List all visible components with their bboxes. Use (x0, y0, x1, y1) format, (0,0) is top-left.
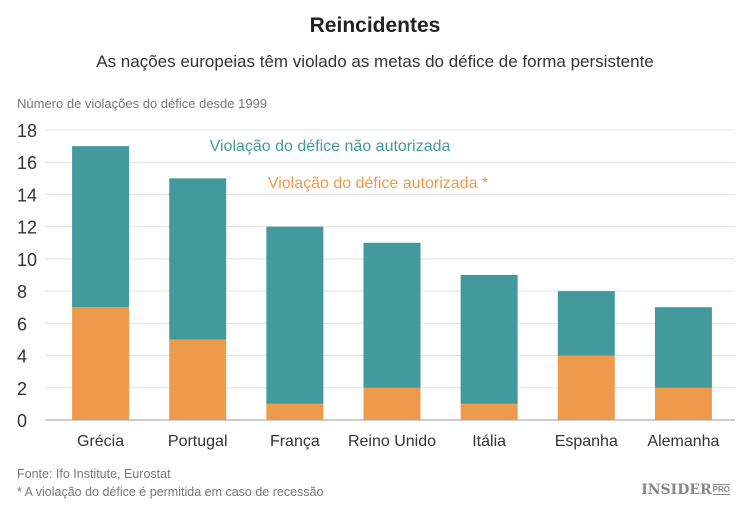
legend-unauthorized: Violação do défice não autorizada (210, 138, 451, 155)
x-tick-label: Itália (472, 433, 506, 450)
bar-authorized (72, 307, 130, 420)
bar-authorized (557, 355, 615, 420)
y-tick-label: 4 (17, 347, 27, 367)
chart-subtitle: As nações europeias têm violado as metas… (96, 52, 654, 71)
y-tick-label: 14 (17, 185, 37, 205)
bar-unauthorized (169, 178, 227, 340)
bar-unauthorized (460, 275, 518, 404)
bar-unauthorized (654, 307, 712, 388)
bar-authorized (460, 403, 518, 420)
x-tick-label: Alemanha (647, 433, 719, 450)
y-tick-label: 16 (17, 153, 37, 173)
bar-unauthorized (363, 242, 421, 388)
y-tick-label: 2 (17, 379, 27, 399)
y-tick-label: 18 (17, 121, 37, 141)
bar-authorized (169, 339, 227, 420)
y-tick-label: 10 (17, 250, 37, 270)
bar-unauthorized (557, 291, 615, 356)
x-tick-label: Reino Unido (348, 433, 436, 450)
source-note: Fonte: Ifo Institute, Eurostat (17, 467, 171, 481)
x-tick-label: França (270, 433, 320, 450)
insider-pro-logo: INSIDERPRO (641, 482, 730, 498)
logo-suffix: PRO (712, 484, 730, 495)
bar-authorized (654, 387, 712, 420)
chart-title: Reincidentes (309, 14, 441, 37)
x-tick-label: Grécia (77, 433, 124, 450)
legend-authorized: Violação do défice autorizada * (268, 175, 488, 192)
y-tick-label: 8 (17, 282, 27, 302)
bar-authorized (363, 387, 421, 420)
bar-unauthorized (266, 226, 324, 404)
logo-text: INSIDER (641, 482, 712, 498)
y-tick-label: 0 (17, 411, 27, 431)
y-tick-label: 12 (17, 218, 37, 238)
bar-authorized (266, 403, 324, 420)
y-tick-label: 6 (17, 314, 27, 334)
x-tick-label: Espanha (555, 433, 618, 450)
y-axis-label: Número de violações do défice desde 1999 (17, 96, 268, 111)
footnote: * A violação do défice é permitida em ca… (17, 485, 324, 499)
bar-unauthorized (72, 146, 130, 308)
x-tick-label: Portugal (168, 433, 228, 450)
